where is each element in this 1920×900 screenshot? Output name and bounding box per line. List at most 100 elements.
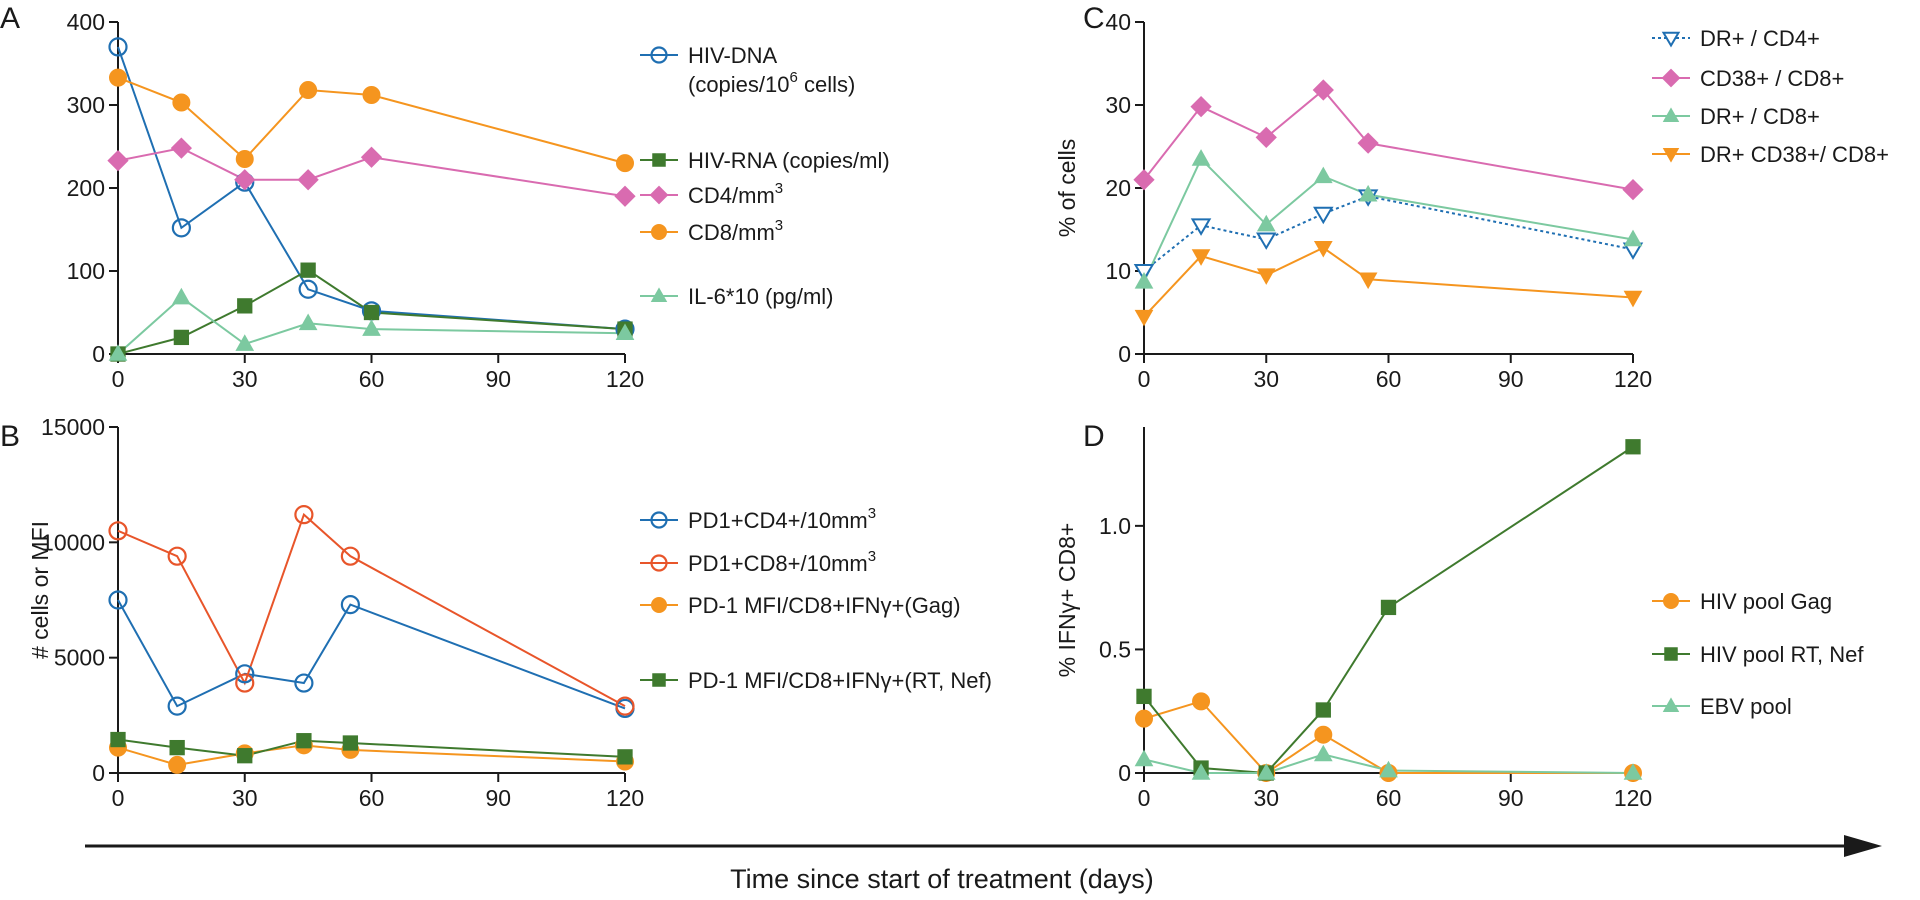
legend-marker	[650, 46, 668, 64]
data-point	[1358, 272, 1378, 290]
legend-item: EBV pool	[1652, 694, 1792, 719]
data-point	[237, 748, 253, 764]
legend-item: IL-6*10 (pg/ml)	[640, 284, 834, 309]
legend-label: PD1+CD4+/10mm3	[688, 505, 876, 533]
legend-label: HIV pool Gag	[1700, 589, 1832, 614]
x-tick-label: 0	[112, 366, 125, 392]
y-tick-label: 300	[67, 92, 105, 118]
legend-sup: 3	[868, 505, 876, 522]
series-line-2	[117, 147, 626, 198]
series-line-4	[117, 296, 626, 355]
x-tick-label: 0	[112, 785, 125, 811]
y-axis-label: # cells or MFI	[27, 521, 53, 659]
x-tick-label: 90	[1498, 366, 1524, 392]
data-point	[1313, 240, 1333, 258]
x-tick-label: 30	[1253, 366, 1279, 392]
legend-item: HIV pool Gag	[1652, 589, 1832, 614]
y-tick-label: 0.5	[1099, 636, 1131, 662]
legend-item: PD-1 MFI/CD8+IFNγ+(Gag)	[640, 593, 961, 618]
legend-label-line2: (copies/106 cells)	[688, 69, 855, 97]
data-point	[173, 329, 190, 346]
data-point	[1136, 688, 1152, 705]
y-tick-label: 5000	[54, 645, 105, 671]
legend-label: PD-1 MFI/CD8+IFNγ+(Gag)	[688, 593, 961, 618]
data-point	[1623, 290, 1643, 308]
data-point	[1314, 725, 1333, 744]
series-line-3	[117, 76, 626, 165]
data-point	[234, 169, 256, 191]
time-arrow	[85, 835, 1882, 857]
data-point	[1380, 599, 1397, 616]
data-point	[1623, 229, 1643, 247]
data-point	[615, 696, 635, 716]
data-point	[1256, 268, 1276, 285]
data-point	[1315, 702, 1331, 718]
y-tick-label: 20	[1105, 175, 1131, 201]
x-tick-label: 30	[232, 785, 258, 811]
legend-marker	[1662, 148, 1680, 163]
y-tick-label: 0	[92, 760, 105, 786]
y-tick-label: 0	[1118, 760, 1131, 786]
data-point	[1190, 96, 1212, 118]
data-point	[297, 169, 319, 191]
data-point	[1622, 179, 1644, 201]
y-tick-label: 1.0	[1099, 513, 1131, 539]
legend-item: HIV-DNA(copies/106 cells)	[640, 43, 855, 97]
legend-marker	[1662, 697, 1680, 712]
x-tick-label: 60	[359, 785, 385, 811]
legend-label: PD-1 MFI/CD8+IFNγ+(RT, Nef)	[688, 668, 992, 693]
data-point	[108, 37, 128, 57]
data-point	[235, 334, 255, 351]
legend-sup: 3	[775, 180, 783, 197]
y-tick-label: 200	[67, 175, 105, 201]
data-point	[235, 673, 255, 693]
legend-label: DR+ / CD4+	[1700, 26, 1820, 51]
data-point	[1379, 760, 1398, 778]
y-tick-label: 0	[92, 341, 105, 367]
panel-letter: C	[1083, 2, 1105, 35]
panel-letter: B	[0, 420, 20, 453]
data-point	[1623, 763, 1643, 780]
data-point	[1191, 149, 1211, 166]
series-line-1	[1143, 88, 1634, 191]
data-point	[1133, 169, 1155, 191]
y-tick-label: 10	[1105, 258, 1131, 284]
legend-label: DR+ CD38+/ CD8+	[1700, 142, 1889, 167]
legend-sup: 6	[790, 69, 798, 86]
y-tick-label: 10000	[41, 529, 105, 555]
y-tick-label: 15000	[41, 414, 105, 440]
data-point	[1191, 763, 1211, 780]
y-axis-label: % IFNγ+ CD8+	[1054, 523, 1080, 678]
data-point	[1313, 206, 1334, 225]
data-point	[1256, 232, 1277, 250]
data-point	[363, 304, 380, 321]
legend-label: EBV pool	[1700, 694, 1792, 719]
legend-marker	[652, 153, 666, 167]
legend-item: PD1+CD4+/10mm3	[640, 505, 876, 533]
panel-a: A 0 30 60 90 120 0 100 200 300 400 HIV-DNA(copies/1…	[0, 2, 890, 392]
x-tick-label: 60	[1376, 366, 1402, 392]
data-point	[235, 664, 255, 684]
x-tick-label: 90	[1498, 785, 1524, 811]
data-point	[172, 93, 191, 112]
data-point	[298, 279, 318, 299]
data-point	[1191, 249, 1211, 266]
legend-item: DR+ CD38+/ CD8+	[1652, 142, 1889, 167]
data-point	[167, 546, 187, 566]
legend-marker	[649, 185, 669, 205]
data-point	[108, 521, 128, 541]
data-point	[1134, 309, 1154, 327]
legend-item: DR+ / CD8+	[1652, 104, 1820, 129]
x-tick-label: 0	[1138, 785, 1151, 811]
data-point	[299, 81, 318, 100]
y-tick-label: 400	[67, 9, 105, 35]
data-point	[1625, 439, 1641, 455]
legend-marker	[1661, 31, 1681, 48]
data-point	[170, 137, 192, 159]
data-point	[1134, 749, 1154, 767]
series-line-2	[117, 744, 626, 766]
legend-marker	[650, 511, 668, 529]
y-tick-label: 40	[1105, 9, 1131, 35]
data-point	[107, 149, 129, 172]
